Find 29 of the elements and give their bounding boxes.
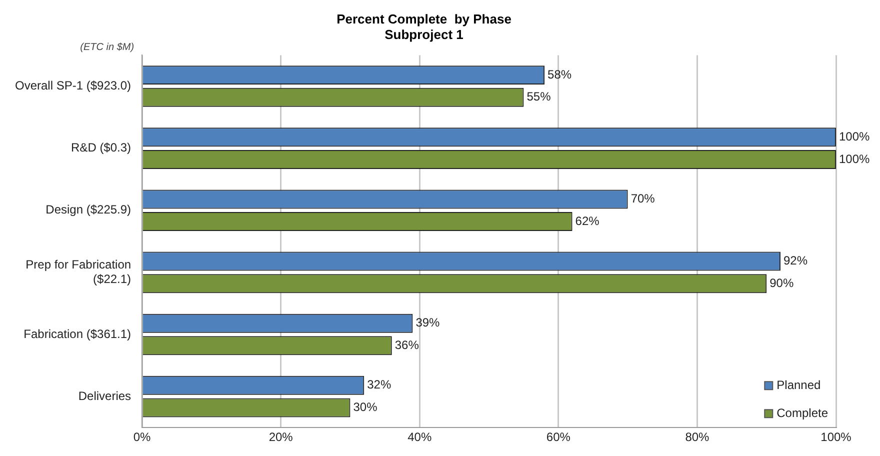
x-tick-label: 100% [820,430,852,444]
x-tick-label: 20% [268,430,294,444]
y-tick-label: Design ($225.9) [46,202,132,217]
data-label: 30% [353,400,378,414]
data-label: 70% [630,192,656,206]
data-label: 55% [526,90,552,104]
y-tick-label: R&D ($0.3) [71,140,132,155]
legend-label: Planned [776,378,821,392]
data-label: 100% [839,129,870,144]
legend-label: Complete [776,406,828,420]
y-tick-label: Deliveries [78,388,132,403]
data-label: 39% [416,316,440,330]
x-tick-label: 0% [133,430,152,444]
y-tick-label: Fabrication ($361.1) [24,326,132,341]
data-label: 92% [783,254,808,268]
data-label: 32% [367,378,392,392]
y-tick-label: Overall SP-1 ($923.0) [14,78,132,93]
x-tick-label: 40% [408,430,432,444]
data-label: 36% [394,338,420,352]
chart-subtitle: Subproject 1 [384,26,464,42]
data-label: 58% [548,67,572,82]
text: (ETC in $M) [80,42,134,53]
y-tick-label: Prep for Fabrication ($22.1) [26,258,132,286]
data-label: 100% [839,152,870,166]
data-label: 90% [770,276,794,290]
x-tick-label: 80% [685,430,710,444]
chart-title: Percent Complete by Phase [336,11,512,26]
x-tick-label: 60% [546,430,571,444]
data-label: 62% [575,214,600,228]
